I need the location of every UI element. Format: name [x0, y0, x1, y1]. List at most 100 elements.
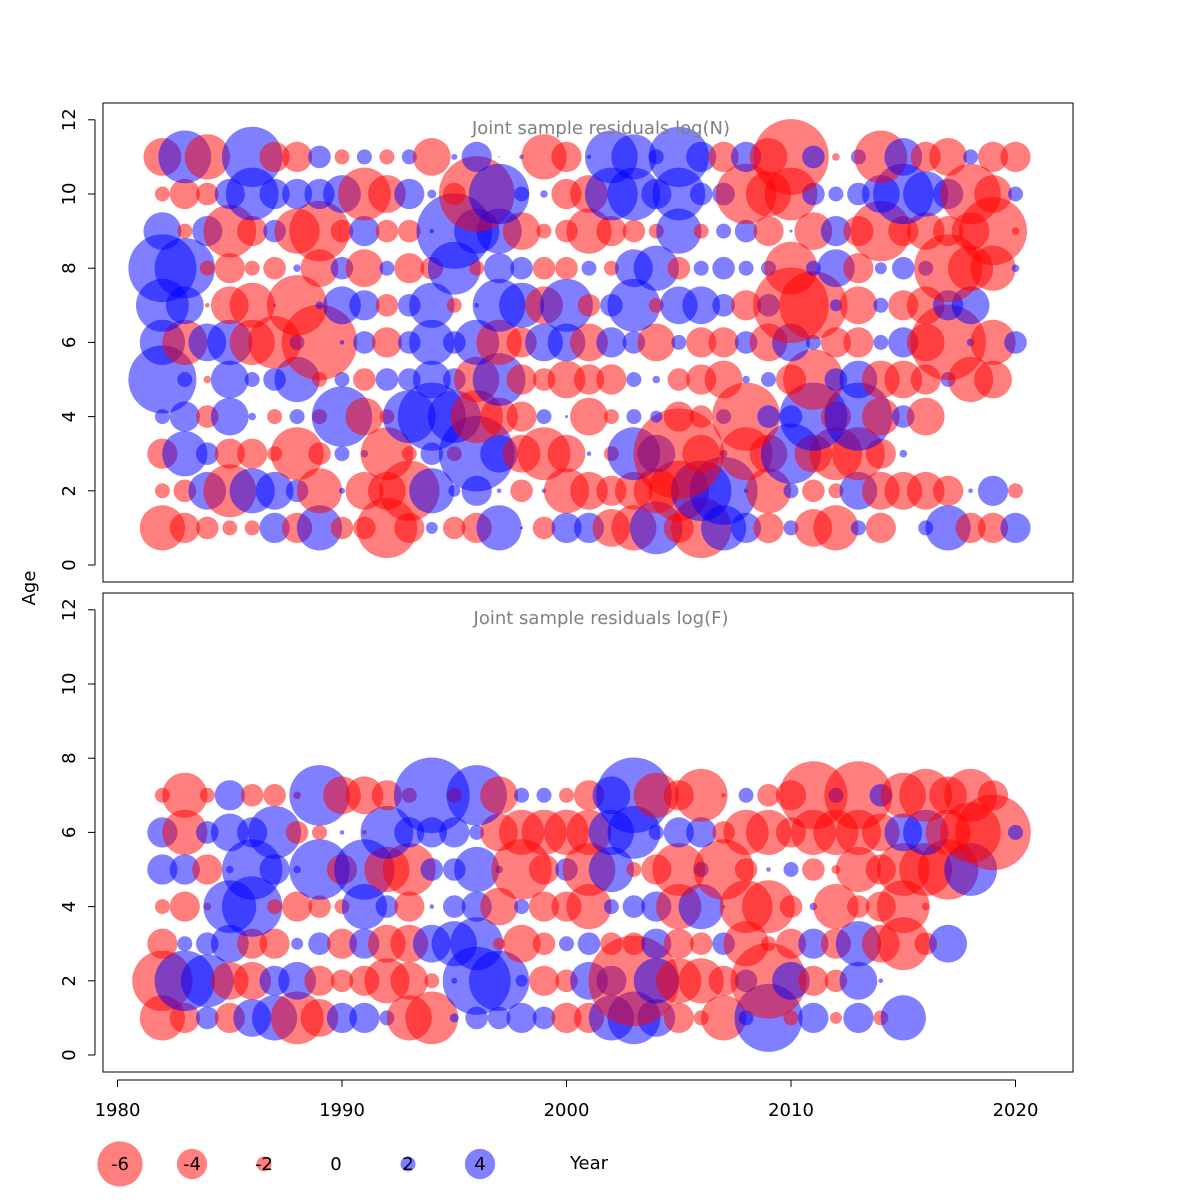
- residual-bubble: [390, 961, 429, 1000]
- residual-bubble: [622, 932, 646, 955]
- residual-bubble: [169, 891, 200, 922]
- residual-bubble: [1011, 227, 1020, 235]
- residual-bubble: [480, 397, 518, 436]
- residual-bubble: [514, 787, 530, 803]
- residual-bubble: [214, 253, 245, 284]
- residual-bubble: [693, 223, 709, 239]
- residual-bubble: [532, 932, 556, 955]
- residual-bubble: [708, 327, 739, 358]
- residual-bubble: [761, 936, 776, 952]
- residual-bubble: [424, 973, 440, 989]
- residual-bubble: [633, 408, 725, 500]
- residual-bubble: [532, 256, 556, 280]
- top-panel-y-axis: 0 2 4 6 8 10 12: [59, 108, 96, 571]
- residual-bubble: [876, 917, 930, 971]
- residual-bubble: [162, 431, 208, 477]
- residual-bubble: [326, 1002, 358, 1033]
- residual-bubble: [753, 512, 784, 544]
- residual-bubble: [368, 175, 406, 213]
- residual-bubble: [761, 372, 776, 387]
- residual-bubble: [394, 253, 425, 284]
- residual-bubble: [143, 212, 182, 251]
- legend-label: 4: [474, 1154, 485, 1175]
- residual-bubble: [334, 446, 350, 462]
- residual-bubble: [551, 512, 582, 544]
- residual-bubble: [409, 319, 455, 365]
- residual-bubble: [712, 294, 735, 317]
- residual-bubble: [970, 319, 1016, 365]
- residual-bubble: [734, 219, 758, 243]
- residual-bubble: [493, 937, 506, 950]
- residual-bubble: [506, 364, 537, 395]
- legend-bubble: [464, 1148, 496, 1180]
- residual-bubble: [480, 887, 518, 926]
- residual-bubble: [532, 1006, 556, 1030]
- residual-bubble: [282, 178, 313, 210]
- residual-bubble: [259, 854, 290, 885]
- residual-bubble: [506, 1002, 537, 1033]
- residual-bubble: [326, 928, 358, 959]
- legend-label: -6: [111, 1154, 129, 1175]
- residual-bubble: [267, 899, 283, 915]
- residual-bubble: [704, 360, 743, 399]
- residual-bubble: [906, 212, 945, 251]
- residual-bubble: [559, 936, 574, 952]
- residual-bubble: [510, 479, 533, 503]
- residual-bubble: [154, 899, 170, 915]
- residual-bubble: [476, 319, 522, 365]
- residual-bubble: [177, 936, 193, 952]
- residual-bubble: [334, 372, 350, 387]
- residual-bubble: [237, 216, 268, 247]
- residual-bubble: [285, 821, 309, 844]
- residual-bubble: [304, 965, 335, 996]
- residual-bubble: [491, 839, 552, 900]
- residual-bubble: [323, 286, 361, 325]
- residual-bubble: [339, 830, 345, 835]
- residual-bubble: [603, 899, 619, 915]
- residual-bubble: [401, 446, 417, 462]
- residual-bubble: [656, 208, 702, 254]
- residual-bubble: [689, 182, 713, 206]
- residual-bubble: [551, 1002, 582, 1033]
- residual-bubble: [394, 757, 470, 834]
- residual-bubble: [184, 134, 230, 180]
- residual-bubble: [409, 468, 455, 514]
- residual-bubble: [873, 297, 889, 313]
- y-axis-label: Age: [19, 571, 40, 606]
- residual-bubble: [487, 1006, 511, 1030]
- y-tick-label: 0: [59, 1049, 80, 1060]
- residual-bubble: [514, 899, 530, 915]
- residual-bubble: [873, 334, 889, 350]
- legend-label: -2: [255, 1154, 273, 1175]
- residual-bubble: [196, 442, 219, 466]
- residual-bubble: [753, 216, 784, 247]
- residual-bubble: [237, 928, 268, 959]
- residual-bubble: [540, 190, 548, 198]
- residual-bubble: [222, 126, 283, 188]
- residual-bubble: [308, 932, 331, 955]
- residual-bubble: [600, 932, 623, 955]
- y-tick-label: 8: [59, 752, 80, 763]
- residual-bubble: [570, 471, 608, 510]
- residual-bubble: [259, 512, 290, 544]
- residual-bubble: [420, 858, 444, 881]
- residual-bubble: [648, 824, 664, 840]
- residual-bubble: [469, 260, 485, 276]
- residual-bubble: [828, 483, 844, 499]
- residual-bubble: [472, 353, 526, 406]
- residual-bubble: [652, 375, 661, 384]
- top-panel-title: Joint sample residuals log(N): [471, 118, 730, 139]
- residual-bubble: [802, 479, 825, 503]
- residual-bubble: [496, 488, 502, 494]
- residual-bubble: [716, 223, 732, 239]
- residual-bubble: [789, 229, 793, 233]
- residual-bubble: [308, 895, 331, 918]
- residual-bubble: [839, 286, 878, 325]
- residual-bubble: [476, 505, 522, 551]
- residual-bubble: [300, 999, 339, 1037]
- legend-label: 0: [330, 1154, 341, 1175]
- residual-bubble: [339, 340, 345, 345]
- residual-bubble: [906, 397, 945, 436]
- residual-bubble: [731, 290, 762, 321]
